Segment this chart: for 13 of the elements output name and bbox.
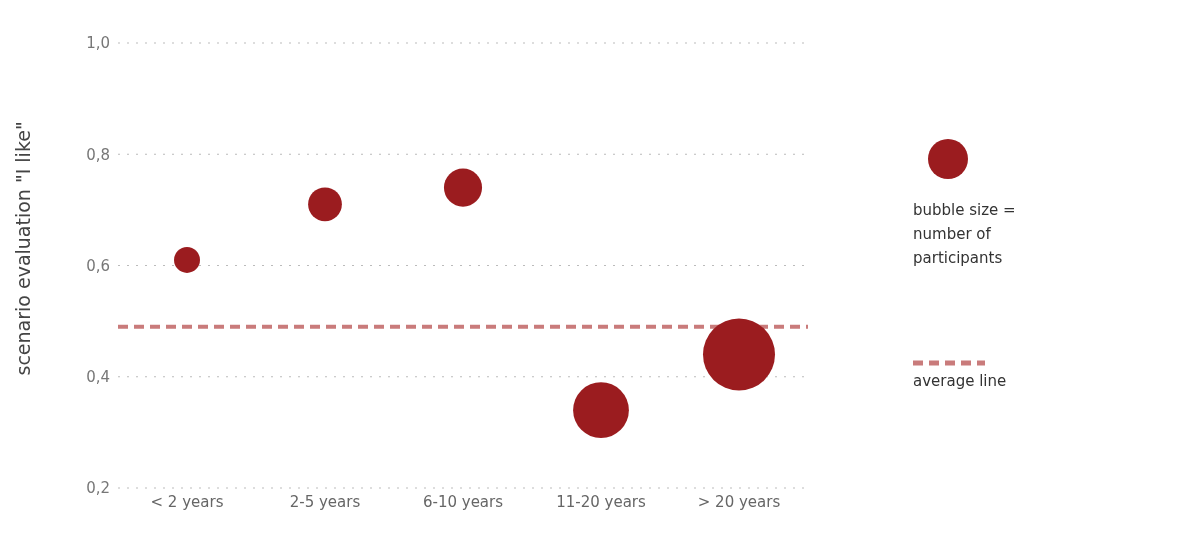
x-tick-label: < 2 years	[150, 492, 224, 511]
x-tick-label: > 20 years	[697, 492, 781, 511]
y-tick-label: 0,8	[86, 145, 110, 164]
y-tick-label: 0,4	[86, 368, 110, 387]
y-tick-label: 0,2	[86, 479, 110, 498]
legend-label: average line	[913, 372, 1008, 390]
x-tick-label: 2-5 years	[289, 492, 361, 511]
x-tick-label: 11-20 years	[556, 492, 646, 511]
y-tick-label: 0,6	[86, 256, 110, 275]
y-tick-label: 1,0	[86, 34, 110, 53]
x-tick-label: 6-10 years	[422, 492, 504, 511]
y-axis-title: scenario evaluation "I like"	[11, 121, 34, 376]
text: bubble size = number of participants	[913, 200, 1017, 269]
